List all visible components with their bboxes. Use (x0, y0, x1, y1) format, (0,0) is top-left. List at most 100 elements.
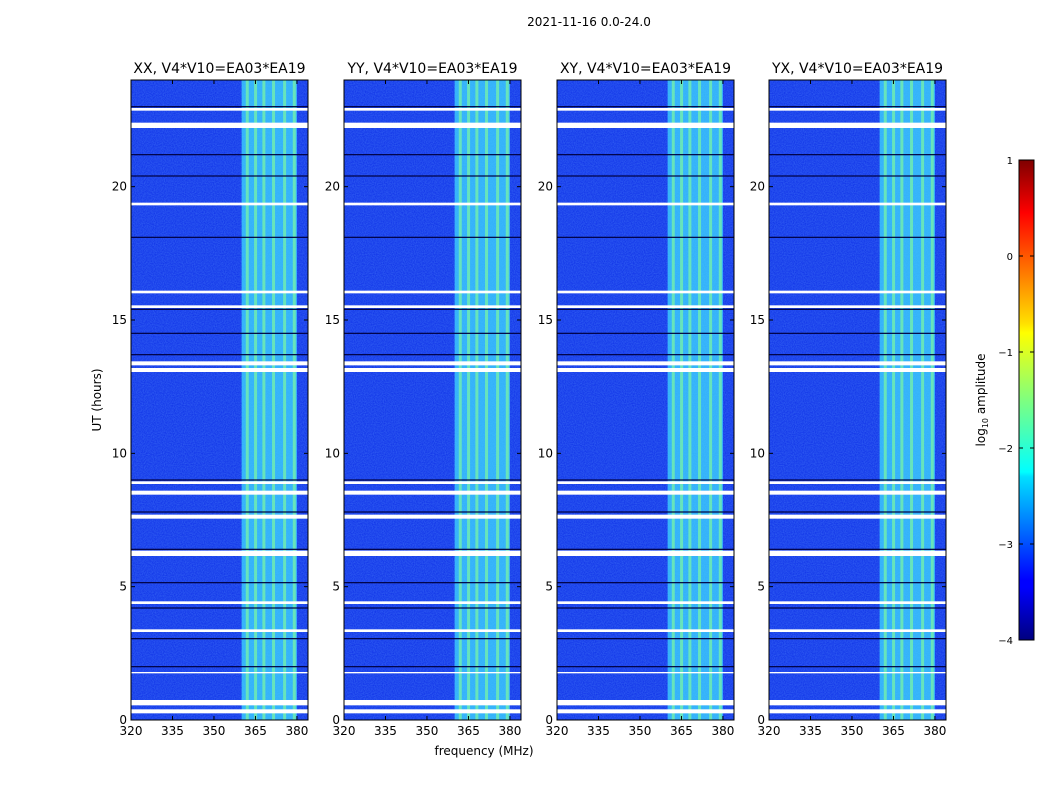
signal-band (667, 80, 723, 720)
flagged-row (557, 672, 734, 674)
signal-stripe (698, 80, 702, 720)
dark-line (769, 548, 946, 550)
x-tick-label: 335 (374, 724, 397, 738)
flagged-row (131, 122, 308, 128)
flagged-row (769, 490, 946, 495)
flagged-row (769, 700, 946, 706)
dark-line (557, 332, 734, 334)
signal-stripe (680, 80, 684, 720)
dark-line (344, 666, 521, 668)
x-tick-label: 335 (161, 724, 184, 738)
signal-band (454, 80, 510, 720)
flagged-row (344, 672, 521, 674)
panel-4: YX, V4*V10=EA03*EA19 320 335 350 365 380 0 5 10 1… (750, 61, 947, 738)
dark-line (557, 548, 734, 550)
dark-line (769, 479, 946, 481)
dark-line (344, 332, 521, 334)
signal-stripe (718, 80, 722, 720)
dark-line (769, 666, 946, 668)
x-tick-label: 320 (546, 724, 569, 738)
flagged-row (131, 202, 308, 206)
y-tick-label: 20 (112, 180, 127, 194)
x-tick-label: 365 (457, 724, 480, 738)
signal-stripe (262, 80, 266, 720)
x-tick-label: 365 (882, 724, 905, 738)
dark-line (769, 236, 946, 238)
signal-stripe (910, 80, 914, 720)
dark-line (131, 548, 308, 550)
signal-stripe (688, 80, 692, 720)
flagged-row (131, 490, 308, 495)
dark-line (131, 582, 308, 584)
signal-stripe (505, 80, 509, 720)
flagged-row (344, 481, 521, 484)
flagged-row (344, 202, 521, 206)
flagged-row (131, 368, 308, 372)
signal-stripe (496, 80, 500, 720)
dark-line (557, 511, 734, 513)
dark-line (131, 154, 308, 156)
signal-stripe (671, 80, 675, 720)
flagged-row (344, 514, 521, 519)
y-tick-label: 0 (757, 713, 765, 727)
x-tick-label: 350 (841, 724, 864, 738)
colorbar: 1 0 −1 −2 −3 −4 log10 amplitude (974, 156, 1035, 647)
dark-line (557, 607, 734, 609)
x-tick-label: 350 (629, 724, 652, 738)
signal-stripe (900, 80, 904, 720)
colorbar-ticks: 1 0 −1 −2 −3 −4 (998, 156, 1034, 647)
flagged-row (557, 481, 734, 484)
flagged-row (557, 514, 734, 519)
y-tick-label: 15 (112, 313, 127, 327)
signal-stripe (709, 80, 713, 720)
colorbar-label: log10 amplitude (974, 354, 990, 447)
x-tick-label: 350 (203, 724, 226, 738)
y-tick-label: 10 (325, 446, 340, 460)
flagged-row (557, 601, 734, 604)
dark-line (769, 582, 946, 584)
flagged-row (769, 122, 946, 128)
x-axis-label: frequency (MHz) (434, 744, 533, 758)
flagged-row (344, 601, 521, 604)
y-tick-label: 20 (750, 180, 765, 194)
signal-stripe (254, 80, 258, 720)
flagged-row (557, 368, 734, 372)
flagged-row (131, 672, 308, 674)
flagged-row (344, 700, 521, 706)
panel-1: XX, V4*V10=EA03*EA19 320 335 350 365 380 0 5 10 1… (112, 61, 309, 738)
flagged-row (769, 672, 946, 674)
signal-band (879, 80, 935, 720)
flagged-row (769, 629, 946, 632)
dark-line (557, 175, 734, 177)
x-tick-label: 335 (799, 724, 822, 738)
x-tick-label: 320 (120, 724, 143, 738)
signal-stripe (245, 80, 249, 720)
flagged-row (557, 108, 734, 111)
flagged-row (769, 290, 946, 294)
dark-line (769, 354, 946, 356)
dark-line (769, 638, 946, 640)
flagged-row (131, 108, 308, 111)
flagged-row (557, 290, 734, 294)
y-tick-label: 15 (750, 313, 765, 327)
dark-line (131, 106, 308, 108)
dark-line (131, 236, 308, 238)
signal-stripe (892, 80, 896, 720)
dark-line (344, 582, 521, 584)
colorbar-tick-label: −1 (998, 348, 1013, 359)
dark-line (344, 106, 521, 108)
x-tick-label: 380 (498, 724, 521, 738)
colorbar-tick-label: −4 (998, 636, 1013, 647)
flagged-row (131, 700, 308, 706)
x-tick-label: 380 (711, 724, 734, 738)
flagged-row (557, 361, 734, 366)
dark-line (131, 175, 308, 177)
x-tick-label: 350 (416, 724, 439, 738)
dark-line (557, 479, 734, 481)
flagged-row (344, 290, 521, 294)
dark-line (769, 607, 946, 609)
dark-line (769, 106, 946, 108)
flagged-row (344, 368, 521, 372)
panel-frame (768, 79, 947, 721)
